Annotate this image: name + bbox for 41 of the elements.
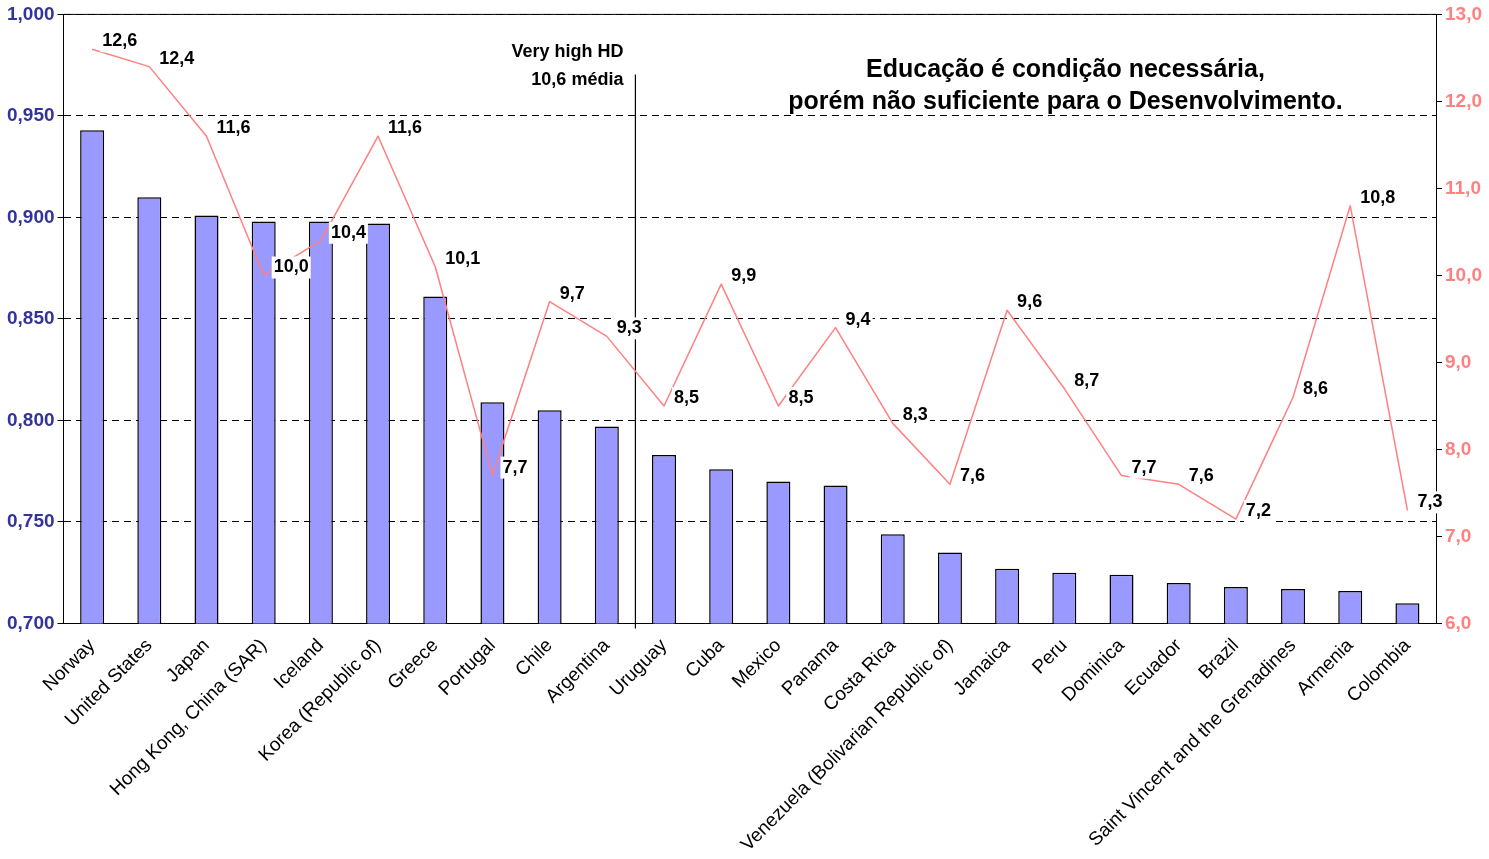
data-label: 12,6 (102, 30, 138, 51)
y-tick-label: 0,800 (7, 408, 55, 430)
data-label: 8,7 (1074, 369, 1100, 390)
data-label: 10,0 (273, 256, 309, 277)
data-label: 9,4 (845, 308, 871, 329)
data-label: 7,2 (1245, 500, 1271, 521)
data-label: 8,5 (788, 386, 814, 407)
data-label: 12,4 (159, 47, 195, 68)
data-label: 10,8 (1360, 186, 1396, 207)
data-label: 9,6 (1017, 291, 1043, 312)
y2-tick-label: 10,0 (1445, 263, 1482, 285)
data-label: 8,5 (674, 386, 700, 407)
data-label: 7,6 (959, 465, 985, 486)
y2-tick-label: 9,0 (1445, 350, 1472, 372)
y-tick-label: 0,700 (7, 611, 55, 633)
data-label: 9,3 (616, 317, 642, 338)
data-label: 8,3 (902, 404, 928, 425)
y2-tick-label: 6,0 (1445, 611, 1472, 633)
y-tick-label: 0,950 (7, 104, 55, 126)
y-tick-label: 1,000 (7, 2, 55, 24)
data-label: 11,6 (216, 117, 251, 138)
y-tick-label: 0,900 (7, 205, 55, 227)
data-label: 7,7 (1131, 456, 1157, 477)
annotation: Educação é condição necessária, porém não suficiente para o Desenvolvimento. (788, 54, 1343, 115)
data-label: 9,7 (559, 282, 585, 303)
data-label: 7,6 (1188, 465, 1214, 486)
data-label: 7,3 (1417, 491, 1443, 512)
data-label: 9,9 (731, 265, 757, 286)
y2-tick-label: 8,0 (1445, 437, 1472, 459)
ref-line-label: Very high HD 10,6 média (511, 41, 625, 90)
data-label: 10,1 (445, 247, 481, 268)
data-label: 7,7 (502, 456, 528, 477)
data-label: 8,6 (1303, 378, 1329, 399)
y-tick-label: 0,850 (7, 307, 55, 329)
y-tick-label: 0,750 (7, 510, 55, 532)
y2-tick-label: 13,0 (1445, 2, 1482, 24)
data-label: 11,6 (388, 117, 423, 138)
y2-tick-label: 7,0 (1445, 524, 1472, 546)
y2-tick-label: 11,0 (1445, 176, 1481, 198)
data-label: 10,4 (330, 221, 366, 242)
y2-tick-label: 12,0 (1445, 89, 1482, 111)
